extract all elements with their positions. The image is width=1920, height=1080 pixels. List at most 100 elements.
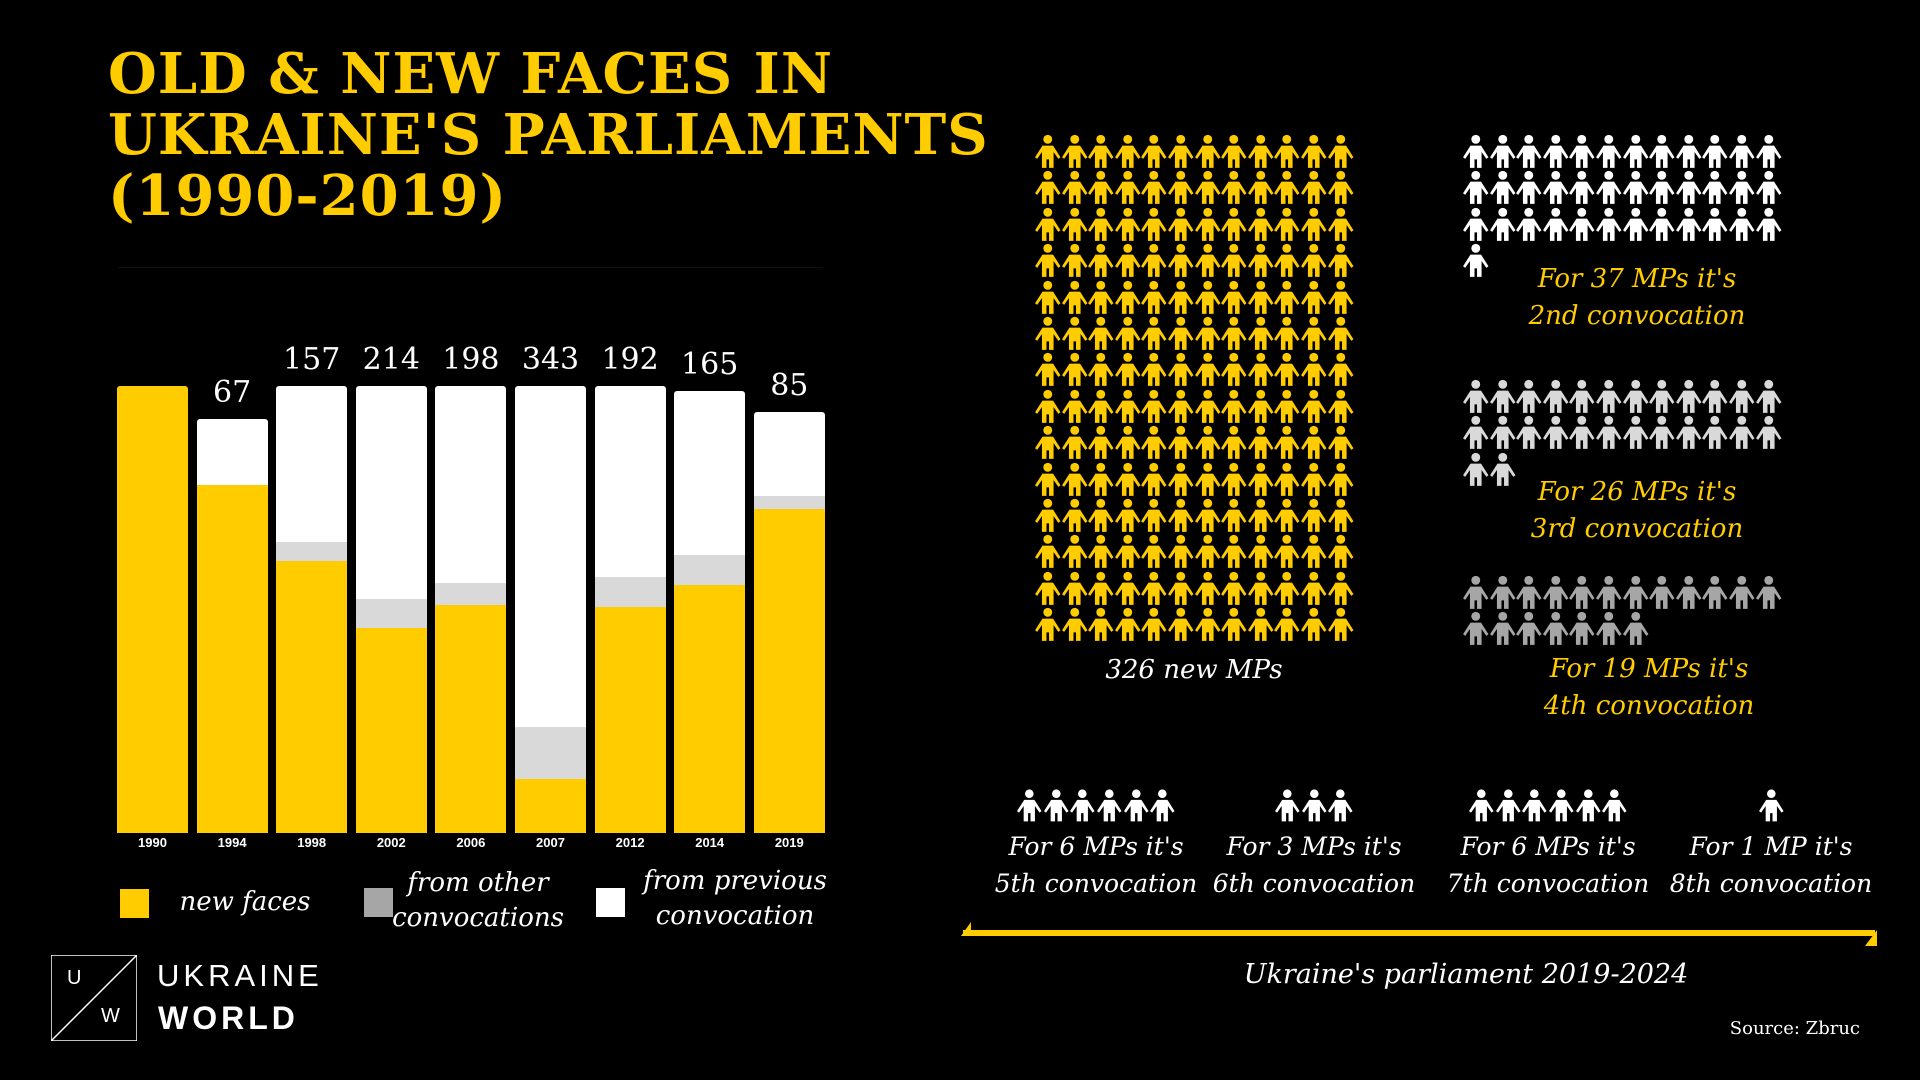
person-icon xyxy=(1247,425,1274,459)
person-icon xyxy=(1088,462,1114,496)
person-icon xyxy=(1542,207,1569,241)
fourth-convocation-pictogram xyxy=(1462,575,1781,648)
person-icon xyxy=(1168,353,1194,387)
person-icon xyxy=(1247,280,1274,314)
person-icon xyxy=(1327,207,1353,241)
person-icon xyxy=(1300,498,1327,532)
person-icon xyxy=(1141,280,1167,314)
person-icon xyxy=(1247,607,1274,641)
person-icon xyxy=(1758,789,1784,822)
person-icon xyxy=(1622,207,1649,241)
person-icon xyxy=(1300,462,1327,496)
person-icon xyxy=(1114,498,1141,532)
logo-mark: U W xyxy=(50,954,138,1042)
person-icon xyxy=(1141,316,1167,350)
person-icon xyxy=(1061,498,1088,532)
person-icon xyxy=(1247,571,1274,605)
person-icon xyxy=(1301,789,1327,822)
caption-line: For 26 MPs it's xyxy=(1537,477,1737,507)
bar-segment-new xyxy=(355,628,427,833)
person-icon xyxy=(1247,316,1274,350)
person-icon xyxy=(1327,171,1353,205)
person-icon xyxy=(1300,607,1327,641)
person-icon xyxy=(1274,207,1300,241)
person-icon xyxy=(1088,389,1114,423)
person-icon xyxy=(1247,171,1274,205)
person-icon xyxy=(1489,416,1516,450)
third-convocation-pictogram xyxy=(1462,379,1781,488)
person-icon xyxy=(1549,789,1574,822)
person-icon xyxy=(1088,207,1114,241)
person-icon xyxy=(1463,171,1489,205)
x-tick-label: 2002 xyxy=(376,835,406,850)
person-icon xyxy=(1596,171,1622,205)
person-icon xyxy=(1622,134,1649,168)
previous-value-label: 343 xyxy=(521,342,580,378)
person-icon xyxy=(1522,789,1547,822)
person-icon xyxy=(1327,280,1353,314)
person-icon xyxy=(1274,280,1300,314)
person-icon xyxy=(1194,207,1221,241)
timeline-label: Ukraine's parliament 2019-2024 xyxy=(1243,959,1689,990)
person-icon xyxy=(1141,571,1167,605)
bar-segment-previous xyxy=(515,386,586,727)
person-icon xyxy=(1274,316,1300,350)
person-icon xyxy=(1495,789,1521,822)
bar-segment-new xyxy=(753,509,825,833)
person-icon xyxy=(1035,134,1061,168)
person-icon xyxy=(1221,571,1247,605)
x-tick-label: 2006 xyxy=(456,835,486,850)
person-icon xyxy=(1755,416,1781,450)
person-icon xyxy=(1061,353,1088,387)
person-icon xyxy=(1194,571,1221,605)
bottom-caption: For 3 MPs it's 6th convocation xyxy=(1204,828,1424,902)
x-tick-label: 1994 xyxy=(217,835,247,850)
person-icon xyxy=(1649,134,1675,168)
person-icon xyxy=(1542,379,1569,413)
person-icon xyxy=(1702,171,1728,205)
bar-segment-other xyxy=(594,576,666,607)
person-icon xyxy=(1702,416,1728,450)
new-mps-pictogram xyxy=(1034,134,1353,643)
third-convocation-caption: For 26 MPs it's 3rd convocation xyxy=(1457,474,1817,548)
person-icon xyxy=(1194,171,1221,205)
caption-line: For 19 MPs it's xyxy=(1549,654,1749,684)
person-icon xyxy=(1622,416,1649,450)
person-icon xyxy=(1194,462,1221,496)
x-tick-label: 1998 xyxy=(297,835,327,850)
person-icon xyxy=(1061,171,1088,205)
person-icon xyxy=(1114,462,1141,496)
person-icon xyxy=(1675,134,1702,168)
person-icon xyxy=(1221,171,1247,205)
caption-line: For 1 MP it's xyxy=(1689,832,1853,861)
title-line: OLD & NEW FACES IN xyxy=(108,41,834,107)
person-icon xyxy=(1575,789,1601,822)
person-icon xyxy=(1168,607,1194,641)
person-icon xyxy=(1061,134,1088,168)
previous-value-label: 198 xyxy=(442,342,500,378)
new-mps-label: 326 new MPs xyxy=(1105,655,1283,685)
person-icon xyxy=(1070,789,1095,822)
person-icon xyxy=(1300,535,1327,569)
person-icon xyxy=(1602,789,1627,822)
person-icon xyxy=(1469,789,1494,822)
bar-segment-new xyxy=(196,485,268,833)
bar-segment-previous xyxy=(276,386,348,543)
logo-box xyxy=(50,954,138,1042)
person-icon xyxy=(1061,316,1088,350)
person-icon xyxy=(1247,353,1274,387)
title-line: UKRAINE'S PARLIAMENTS xyxy=(108,102,989,168)
person-icon xyxy=(1114,571,1141,605)
bottom-pictogram xyxy=(1671,788,1871,824)
person-icon xyxy=(1114,316,1141,350)
person-icon xyxy=(1300,353,1327,387)
caption-line: For 6 MPs it's xyxy=(1008,832,1184,861)
person-icon xyxy=(1755,379,1781,413)
person-icon xyxy=(1675,207,1702,241)
person-icon xyxy=(1596,612,1622,646)
person-icon xyxy=(1123,789,1149,822)
legend-swatch-new xyxy=(120,889,149,918)
stacked-bar-chart: 1990671994191571998302142002221982006533… xyxy=(0,0,900,880)
previous-value-label: 165 xyxy=(681,347,739,383)
caption-line: 3rd convocation xyxy=(1530,514,1744,544)
